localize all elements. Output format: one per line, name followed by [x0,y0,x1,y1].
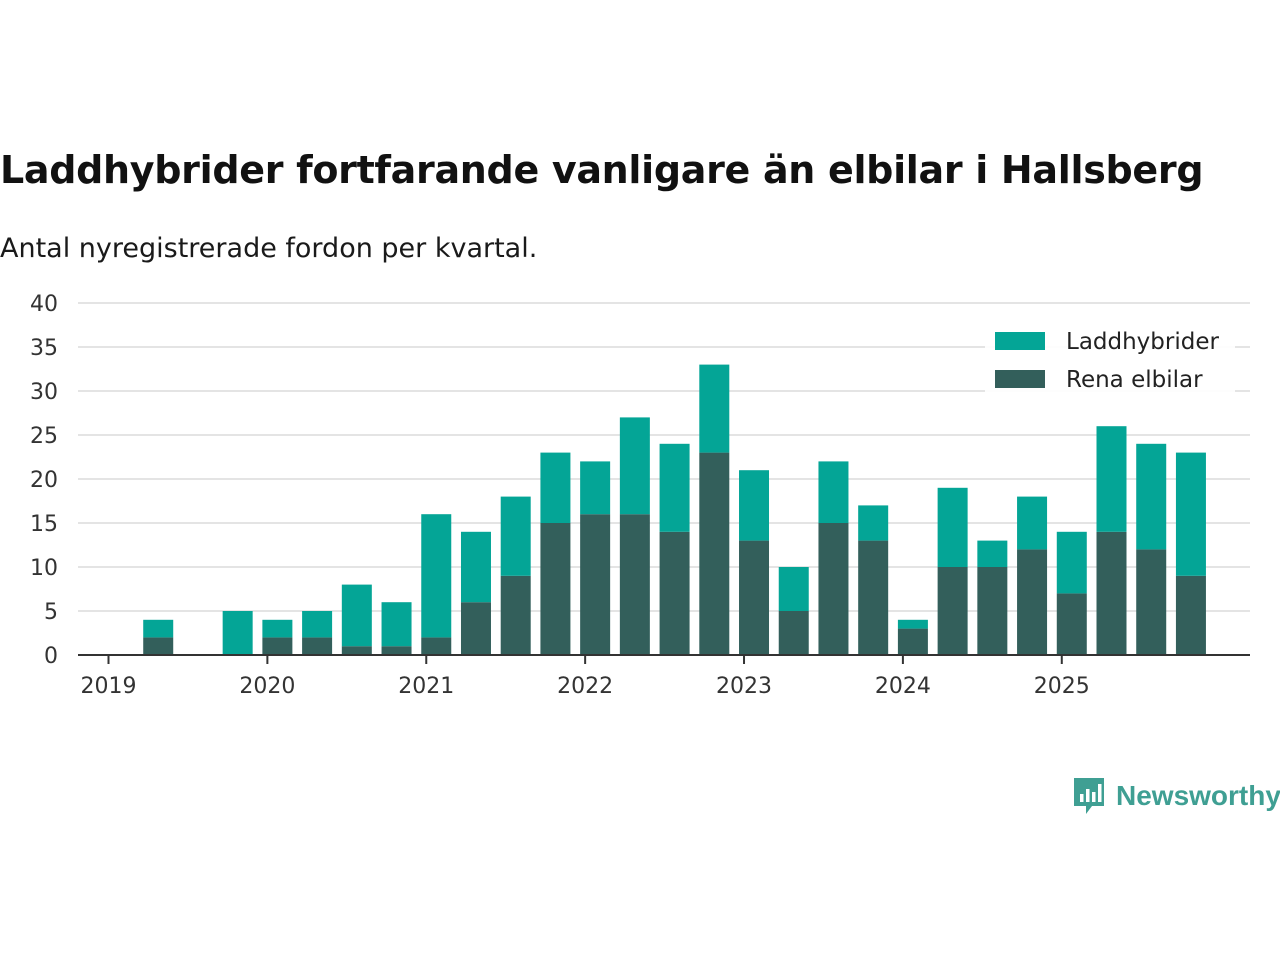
x-tick-label: 2020 [239,674,295,699]
bar-laddhybrider [1175,452,1206,576]
bar-laddhybrider [619,417,650,515]
y-tick-label: 10 [30,556,58,581]
bar-rena_elbilar [1056,593,1087,655]
bar-laddhybrider [659,443,690,532]
x-tick-label: 2021 [398,674,454,699]
bar-laddhybrider [1017,496,1048,550]
x-tick-label: 2024 [875,674,931,699]
bar-rena_elbilar [540,523,571,655]
y-tick-label: 20 [30,468,58,493]
bar-rena_elbilar [937,567,968,655]
bar-rena_elbilar [818,523,849,655]
bar-laddhybrider [858,505,889,541]
bar-laddhybrider [818,461,849,523]
bar-rena_elbilar [143,637,174,655]
bar-rena_elbilar [421,637,452,655]
bar-rena_elbilar [341,646,372,655]
chart-title: Laddhybrider fortfarande vanligare än el… [0,148,1204,192]
bar-laddhybrider [1136,443,1167,550]
bar-rena_elbilar [381,646,412,655]
y-axis-ticks: 0 5 10 15 20 25 30 35 40 [30,292,58,669]
bar-rena_elbilar [1017,549,1048,655]
bar-rena_elbilar [1096,531,1127,655]
bar-rena_elbilar [1136,549,1167,655]
bar-laddhybrider [699,364,730,453]
bar-rena_elbilar [858,540,889,655]
bar-laddhybrider [460,531,491,603]
bar-laddhybrider [1056,531,1087,594]
bars [143,364,1206,655]
bar-laddhybrider [302,611,333,638]
bar-laddhybrider [421,514,452,638]
bar-rena_elbilar [500,575,531,655]
x-tick-label: 2023 [716,674,772,699]
bar-rena_elbilar [778,611,809,655]
bar-rena_elbilar [1175,575,1206,655]
y-tick-label: 30 [30,380,58,405]
bar-laddhybrider [540,452,571,523]
y-tick-label: 40 [30,292,58,317]
x-tick-label: 2019 [81,674,137,699]
bar-rena_elbilar [302,637,333,655]
bar-laddhybrider [381,602,412,647]
bar-rena_elbilar [460,602,491,655]
newsworthy-logo-icon [1074,778,1104,814]
bar-laddhybrider [1096,426,1127,532]
y-tick-label: 5 [44,600,58,625]
legend-swatch-laddhybrider [995,332,1045,350]
bar-laddhybrider [937,487,968,567]
bar-laddhybrider [739,470,770,541]
bar-laddhybrider [341,584,372,647]
x-tick-label: 2025 [1034,674,1090,699]
legend-label-rena_elbilar: Rena elbilar [1066,367,1203,393]
legend: Laddhybrider Rena elbilar [985,322,1235,396]
bar-laddhybrider [897,619,928,629]
bar-rena_elbilar [580,514,611,655]
legend-label-laddhybrider: Laddhybrider [1066,329,1219,355]
brand-name: Newsworthy [1116,780,1280,811]
x-axis-ticks: 2019 2020 2021 2022 2023 2024 2025 [81,655,1090,699]
bar-laddhybrider [262,619,293,638]
bar-laddhybrider [977,540,1008,567]
bar-rena_elbilar [262,637,293,655]
chart-subtitle: Antal nyregistrerade fordon per kvartal. [0,233,538,264]
bar-laddhybrider [222,611,253,655]
bar-rena_elbilar [699,452,730,655]
bar-rena_elbilar [739,540,770,655]
y-tick-label: 25 [30,424,58,449]
y-tick-label: 35 [30,336,58,361]
bar-rena_elbilar [977,567,1008,655]
bar-rena_elbilar [659,531,690,655]
y-tick-label: 0 [44,644,58,669]
bar-laddhybrider [500,496,531,576]
y-tick-label: 15 [30,512,58,537]
legend-swatch-rena_elbilar [995,370,1045,388]
x-tick-label: 2022 [557,674,613,699]
bar-rena_elbilar [619,514,650,655]
bar-laddhybrider [778,567,809,611]
bar-rena_elbilar [897,628,928,655]
newsworthy-brand[interactable]: Newsworthy [1072,776,1280,816]
bar-laddhybrider [143,619,174,638]
bar-laddhybrider [580,461,611,515]
